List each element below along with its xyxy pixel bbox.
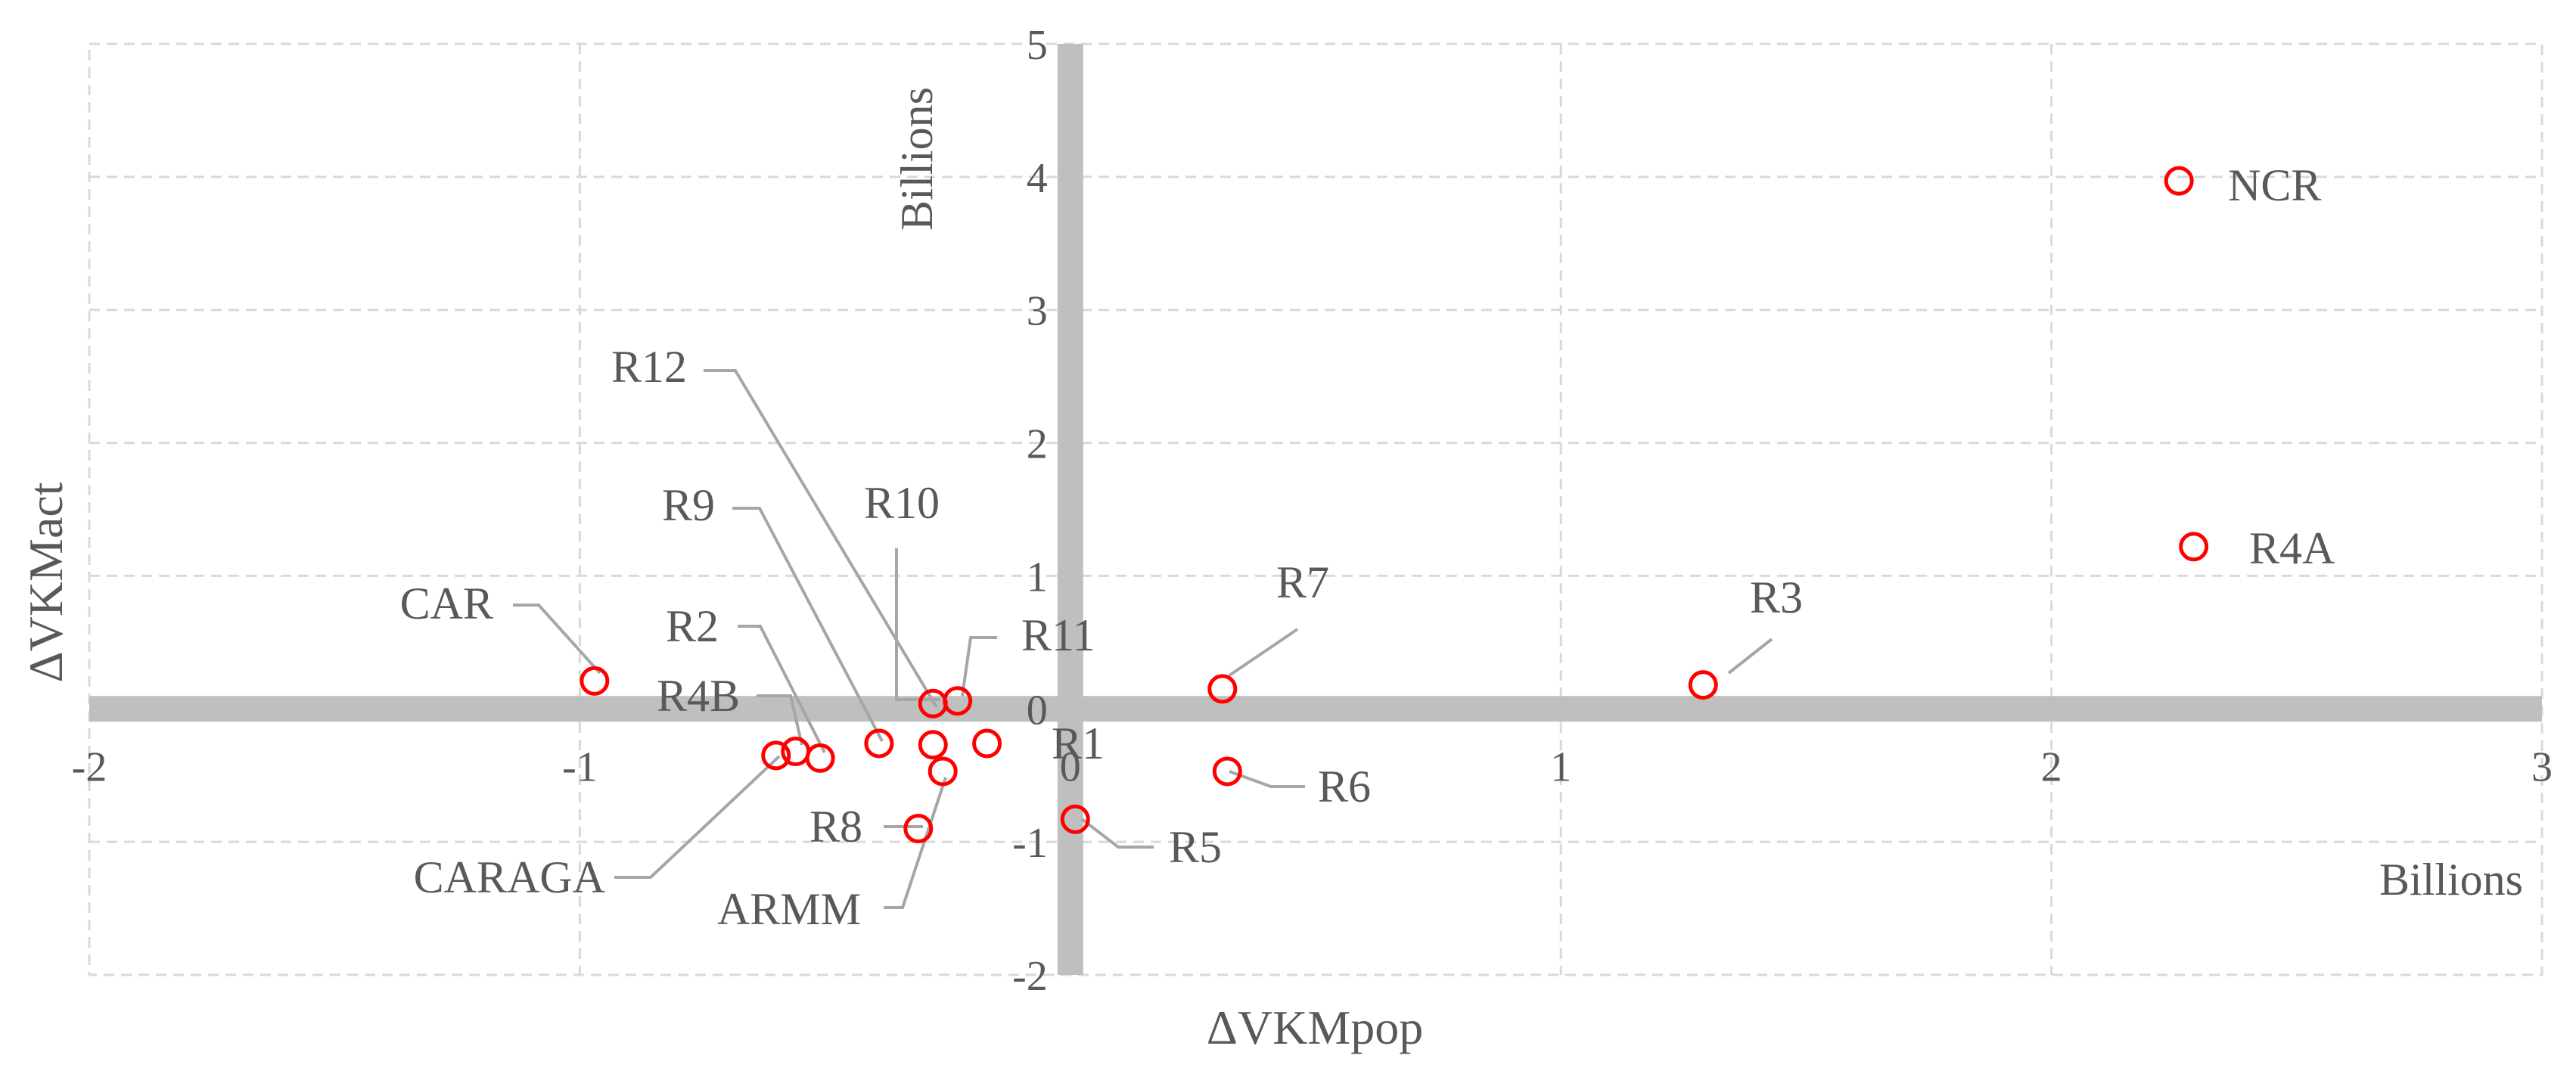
axes bbox=[89, 44, 2542, 975]
label-armm: ARMM bbox=[717, 884, 861, 934]
leader-r7 bbox=[1228, 628, 1299, 677]
leader-r10 bbox=[895, 548, 940, 701]
x-axis-unit: Billions bbox=[2379, 855, 2523, 905]
point-r4b bbox=[781, 737, 811, 767]
point-r3 bbox=[1688, 670, 1718, 700]
leader-r9 bbox=[732, 507, 884, 742]
y-tick-label: 3 bbox=[1027, 288, 1048, 335]
leader-caraga bbox=[614, 755, 781, 879]
leader-r6 bbox=[1229, 770, 1305, 788]
label-r7: R7 bbox=[1276, 557, 1329, 607]
x-tick-label: 2 bbox=[2041, 743, 2062, 790]
x-tick-label: 0 bbox=[1060, 743, 1081, 790]
leader-armm bbox=[884, 777, 947, 909]
label-r11: R11 bbox=[1021, 610, 1095, 660]
point-ncr bbox=[2164, 166, 2194, 196]
y-tick-label: -1 bbox=[1012, 820, 1048, 867]
leader-lines bbox=[513, 369, 1773, 909]
x-tick-label: 3 bbox=[2531, 743, 2553, 790]
y-tick-label: 4 bbox=[1027, 155, 1048, 202]
y-tick-label: 2 bbox=[1027, 421, 1048, 468]
label-r9: R9 bbox=[662, 480, 715, 530]
y-tick-label: 5 bbox=[1027, 22, 1048, 69]
leader-r12 bbox=[704, 369, 938, 709]
leader-car bbox=[513, 604, 601, 675]
point-r9 bbox=[864, 728, 894, 759]
label-caraga: CARAGA bbox=[414, 852, 605, 902]
point-r6 bbox=[1212, 756, 1242, 787]
leader-r11 bbox=[961, 636, 997, 697]
point-r5 bbox=[1060, 804, 1090, 834]
label-r12: R12 bbox=[611, 342, 687, 392]
y-axis-title: ΔVKMact bbox=[19, 482, 73, 682]
point-car bbox=[580, 666, 610, 696]
label-r4b: R4B bbox=[657, 671, 740, 721]
x-axis-title: ΔVKMpop bbox=[1207, 1001, 1424, 1054]
label-r8: R8 bbox=[809, 802, 862, 852]
point-r8 bbox=[903, 814, 934, 844]
label-r10: R10 bbox=[864, 478, 940, 528]
label-r2: R2 bbox=[666, 601, 719, 651]
point-r4a bbox=[2179, 532, 2209, 562]
label-r5: R5 bbox=[1169, 822, 1222, 872]
label-r1: R1 bbox=[1052, 718, 1105, 768]
label-r4a: R4A bbox=[2249, 523, 2335, 573]
point-r1 bbox=[972, 728, 1002, 759]
point-r7 bbox=[1207, 674, 1238, 704]
label-r3: R3 bbox=[1750, 573, 1803, 622]
plot-frame bbox=[88, 42, 2543, 976]
y-tick-label: -2 bbox=[1012, 953, 1048, 1000]
label-r6: R6 bbox=[1318, 762, 1371, 812]
point-r12 bbox=[918, 730, 948, 760]
point-labels: -2 -1 0 1 2 3 -2 -1 0 1 2 3 4 5 NCR R4A R3 R7 R6 R5 R1 R11 R10… bbox=[72, 22, 2553, 1000]
y-axis-unit: Billions bbox=[892, 87, 942, 231]
leader-r2 bbox=[738, 625, 826, 753]
point-armm bbox=[928, 756, 958, 787]
label-ncr: NCR bbox=[2228, 160, 2321, 210]
point-r2 bbox=[805, 743, 835, 773]
point-caraga bbox=[761, 740, 791, 771]
y-tick-label: 1 bbox=[1027, 554, 1048, 601]
x-tick-label: -1 bbox=[562, 743, 598, 790]
point-r10 bbox=[918, 688, 948, 718]
leader-r4b bbox=[757, 694, 803, 746]
data-points bbox=[580, 166, 2209, 844]
x-tick-label: 1 bbox=[1550, 743, 1571, 790]
x-tick-label: -2 bbox=[72, 743, 107, 790]
y-tick-label: 0 bbox=[1027, 687, 1048, 734]
label-car: CAR bbox=[400, 579, 493, 628]
leader-r3 bbox=[1727, 638, 1773, 675]
leader-r5 bbox=[1080, 818, 1154, 849]
grid bbox=[88, 42, 2543, 976]
